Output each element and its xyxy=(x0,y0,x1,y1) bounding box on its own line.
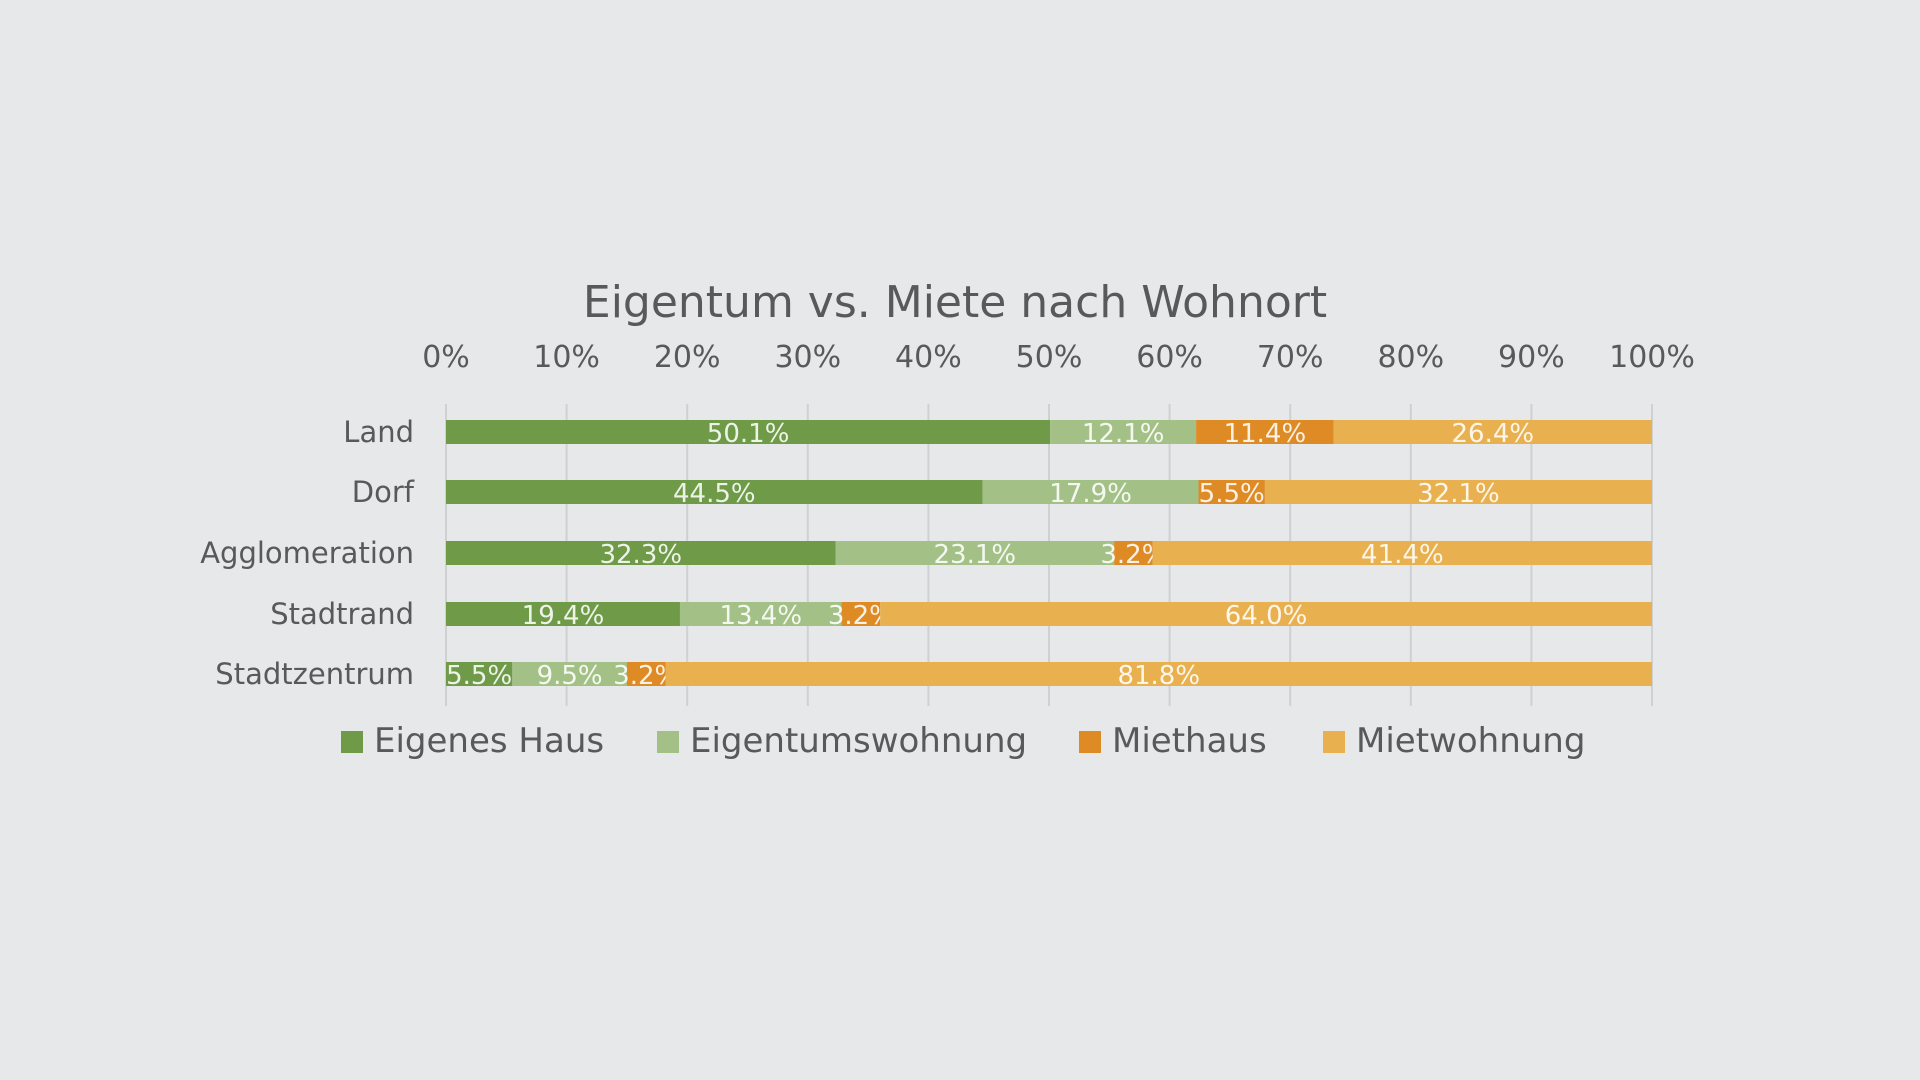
data-label: 9.5% xyxy=(537,661,603,691)
data-label: 26.4% xyxy=(1452,419,1535,449)
data-label: 13.4% xyxy=(719,601,802,631)
data-label: 32.1% xyxy=(1417,479,1500,509)
bar-segment xyxy=(446,602,680,626)
bar-segment xyxy=(446,662,513,686)
bar-segment xyxy=(835,541,1115,565)
bar-segment xyxy=(626,662,666,686)
category-label: Stadtzentrum xyxy=(215,657,414,691)
category-labels: Land Dorf Agglomeration Stadtrand Stadtzentr… xyxy=(200,415,415,691)
x-tick-label: 90% xyxy=(1498,340,1565,375)
data-label: 23.1% xyxy=(934,540,1017,570)
category-label: Land xyxy=(343,415,414,449)
data-label: 12.1% xyxy=(1082,419,1165,449)
category-label: Dorf xyxy=(352,475,415,509)
bar-segment xyxy=(1152,541,1652,565)
bar-segment xyxy=(1198,480,1265,504)
x-tick-label: 50% xyxy=(1016,340,1083,375)
data-label: 5.5% xyxy=(1199,479,1265,509)
data-label: 11.4% xyxy=(1224,419,1307,449)
bar-segment xyxy=(512,662,627,686)
bar-segment xyxy=(1050,420,1197,444)
legend-label: Mietwohnung xyxy=(1356,721,1585,761)
data-label: 50.1% xyxy=(707,419,790,449)
x-tick-label: 0% xyxy=(422,340,470,375)
x-tick-label: 60% xyxy=(1136,340,1203,375)
category-label: Agglomeration xyxy=(200,536,414,570)
legend: Eigenes Haus Eigentumswohnung Miethaus Miet… xyxy=(341,721,1585,761)
x-tick-label: 70% xyxy=(1257,340,1324,375)
data-label: 19.4% xyxy=(522,601,605,631)
bar-segment xyxy=(446,541,836,565)
legend-swatch xyxy=(657,731,679,753)
data-label: 32.3% xyxy=(599,540,682,570)
bar-segment xyxy=(446,480,983,504)
x-tick-label: 10% xyxy=(533,340,600,375)
legend-swatch xyxy=(1079,731,1101,753)
data-label: 64.0% xyxy=(1225,601,1308,631)
x-tick-label: 20% xyxy=(654,340,721,375)
bar-segment xyxy=(1333,420,1652,444)
data-label: 44.5% xyxy=(673,479,756,509)
legend-label: Eigenes Haus xyxy=(374,721,604,761)
data-label: 5.5% xyxy=(446,661,512,691)
bar-segment xyxy=(1114,541,1153,565)
bar-segment xyxy=(982,480,1199,504)
bar-segment xyxy=(665,662,1652,686)
legend-label: Miethaus xyxy=(1112,721,1267,761)
x-tick-label: 30% xyxy=(774,340,841,375)
data-label: 41.4% xyxy=(1361,540,1444,570)
bar-segment xyxy=(841,602,881,626)
legend-label: Eigentumswohnung xyxy=(690,721,1027,761)
bar-segment xyxy=(1196,420,1334,444)
chart-title: Eigentum vs. Miete nach Wohnort xyxy=(583,277,1327,328)
bars: 50.1% 12.1% 11.4% 26.4% 44.5% 17.9% 5.5% 32.1% 3… xyxy=(446,419,1652,691)
x-axis-ticks: 0% 10% 20% 30% 40% 50% 60% 70% 80% 90% 100% xyxy=(422,340,1695,375)
x-tick-label: 80% xyxy=(1377,340,1444,375)
legend-swatch xyxy=(341,731,363,753)
category-label: Stadtrand xyxy=(270,597,414,631)
bar-segment xyxy=(446,420,1051,444)
x-tick-label: 100% xyxy=(1609,340,1695,375)
x-tick-label: 40% xyxy=(895,340,962,375)
data-label: 17.9% xyxy=(1049,479,1132,509)
bar-segment xyxy=(679,602,842,626)
bar-segment xyxy=(880,602,1652,626)
legend-swatch xyxy=(1323,731,1345,753)
bar-segment xyxy=(1264,480,1652,504)
data-label: 81.8% xyxy=(1117,661,1200,691)
